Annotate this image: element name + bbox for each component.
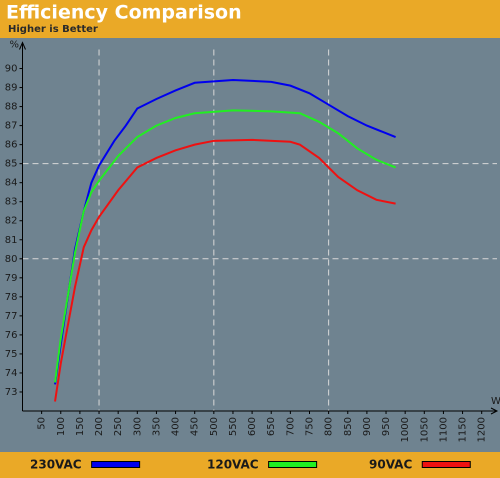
y-tick-label: 80 — [5, 254, 18, 265]
y-tick-label: 79 — [5, 273, 18, 284]
legend-swatch — [268, 461, 318, 468]
legend-band — [0, 452, 500, 478]
x-tick-label: 200 — [94, 417, 105, 436]
x-tick-label: 650 — [266, 417, 277, 436]
plot-background — [0, 38, 500, 452]
y-tick-label: 77 — [5, 311, 18, 322]
x-tick-label: 600 — [247, 417, 258, 436]
x-axis-arrow — [490, 407, 499, 415]
y-tick-label: 90 — [5, 64, 18, 75]
x-tick-label: 800 — [324, 417, 335, 436]
x-tick-label: 250 — [113, 417, 124, 436]
y-tick-label: 83 — [5, 197, 18, 208]
x-tick-label: 150 — [75, 417, 86, 436]
x-tick-label: 900 — [362, 417, 373, 436]
x-tick-label: 700 — [285, 417, 296, 436]
x-tick-label: 1050 — [419, 417, 430, 442]
series-line — [54, 138, 396, 402]
x-tick-label: 1100 — [438, 417, 449, 442]
legend-swatch — [421, 461, 471, 468]
x-tick-label: 850 — [343, 417, 354, 436]
header-band — [0, 0, 500, 38]
y-axis-arrow — [19, 41, 26, 50]
legend-label: 120VAC — [207, 458, 259, 472]
x-tick-label: 1150 — [458, 417, 469, 442]
x-tick-label: 1200 — [477, 417, 488, 442]
y-tick-label: 86 — [5, 140, 18, 151]
x-tick-label: 300 — [132, 417, 143, 436]
x-tick-label: 750 — [304, 417, 315, 436]
x-tick-label: 950 — [381, 417, 392, 436]
legend-swatch — [91, 461, 141, 468]
x-tick-label: 1000 — [400, 417, 411, 442]
y-tick-label: 87 — [5, 121, 18, 132]
x-tick-label: 550 — [228, 417, 239, 436]
series-line — [54, 109, 396, 383]
y-tick-label: 85 — [5, 159, 18, 170]
x-tick-label: 100 — [56, 417, 67, 436]
y-tick-label: 89 — [5, 83, 18, 94]
chart-title: Efficiency Comparison — [6, 2, 242, 24]
x-tick-label: 350 — [151, 417, 162, 436]
y-tick-label: 73 — [5, 387, 18, 398]
y-axis-label: % — [10, 40, 20, 51]
y-tick-label: 75 — [5, 349, 18, 360]
x-tick-label: 450 — [190, 417, 201, 436]
y-tick-label: 76 — [5, 330, 18, 341]
y-tick-label: 88 — [5, 102, 18, 113]
y-tick-label: 84 — [5, 178, 18, 189]
y-tick-label: 78 — [5, 292, 18, 303]
legend-label: 230VAC — [30, 458, 82, 472]
x-tick-label: 50 — [37, 417, 48, 430]
chart-subtitle: Higher is Better — [8, 24, 98, 35]
x-tick-label: 500 — [209, 417, 220, 436]
y-tick-label: 82 — [5, 216, 18, 227]
legend-label: 90VAC — [369, 458, 412, 472]
y-tick-label: 81 — [5, 235, 18, 246]
y-tick-label: 74 — [5, 368, 18, 379]
x-tick-label: 400 — [171, 417, 182, 436]
x-axis-label: W — [491, 396, 500, 407]
